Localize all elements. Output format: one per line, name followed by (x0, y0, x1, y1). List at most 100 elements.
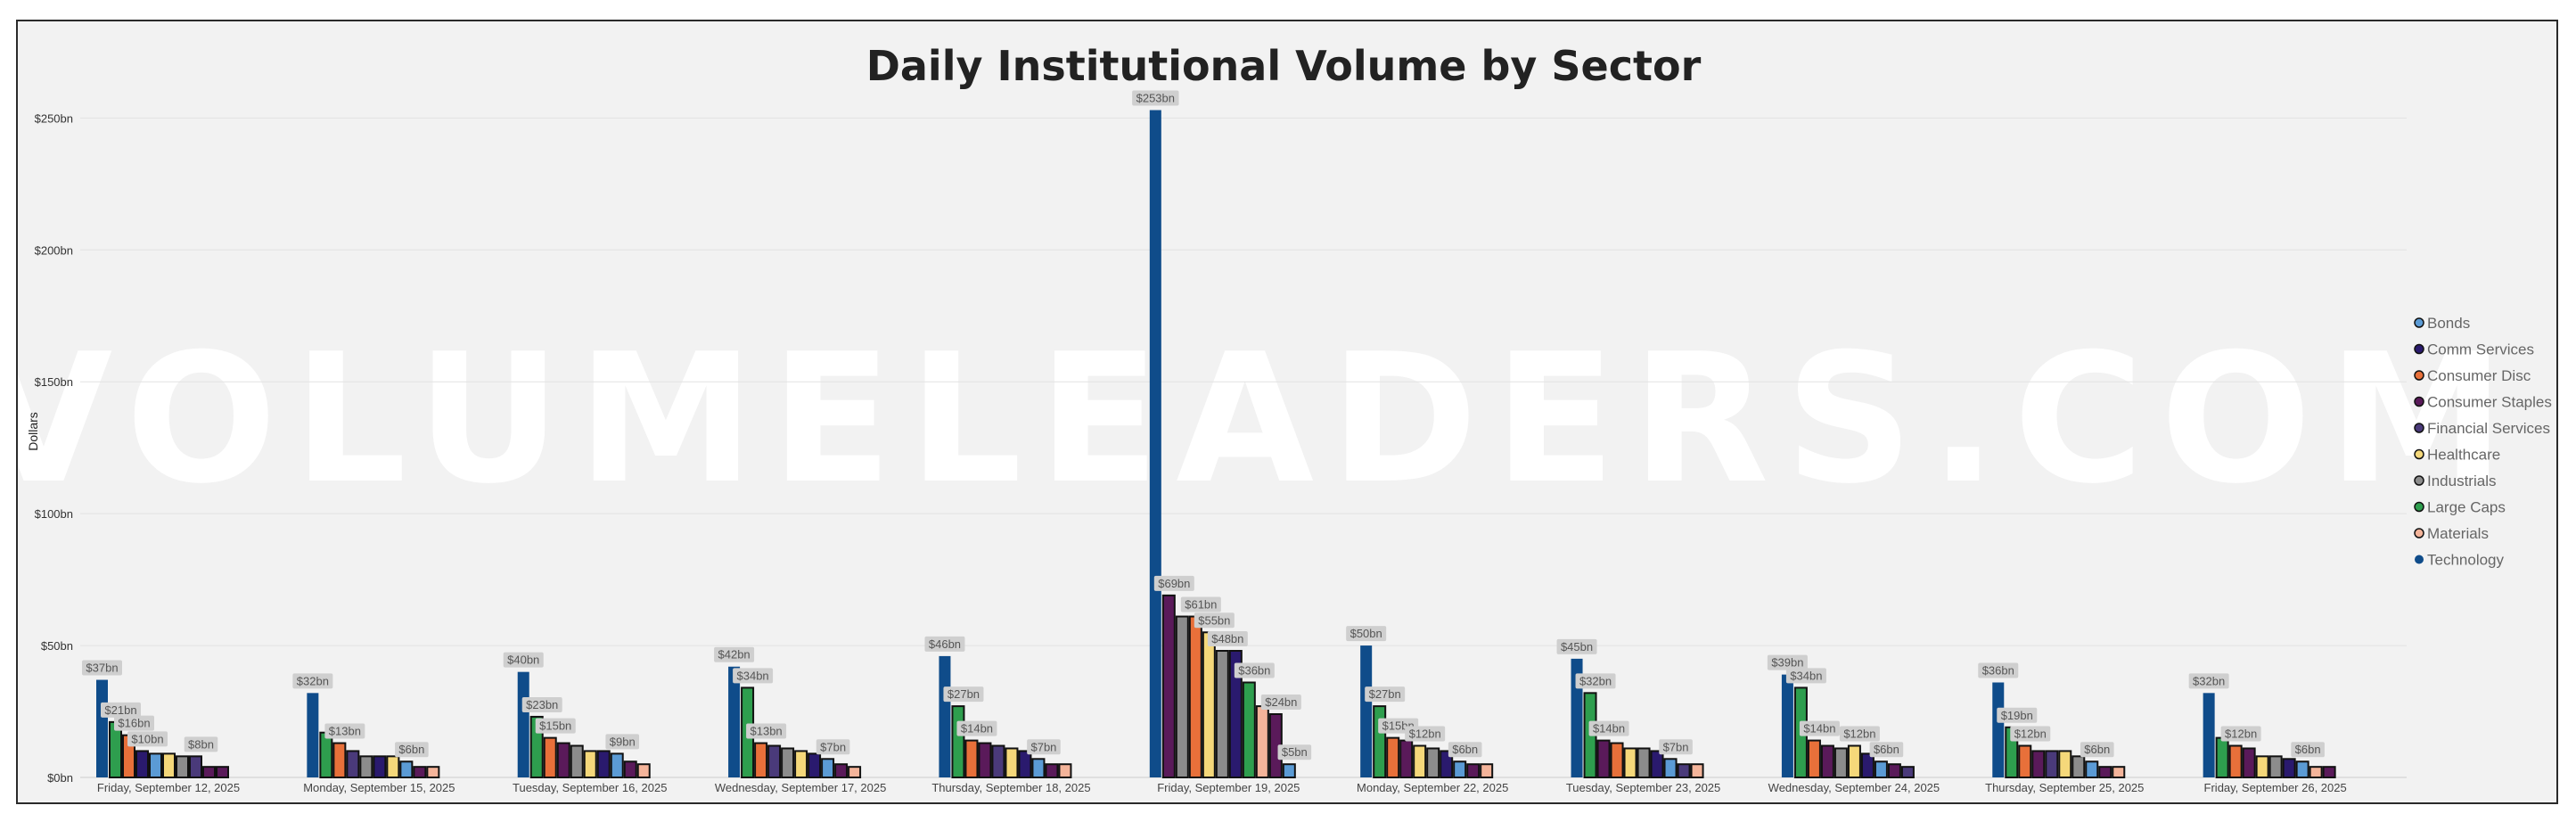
data-label: $21bn (101, 702, 141, 718)
data-label-bg (2220, 726, 2261, 742)
bar (1175, 615, 1189, 779)
data-label-bg (1132, 90, 1179, 106)
data-label-text: $50bn (1350, 627, 1382, 640)
data-label-bg (1997, 707, 2038, 723)
data-label-text: $24bn (1265, 695, 1297, 709)
data-label-text: $8bn (188, 737, 214, 751)
data-label-bg (816, 739, 850, 755)
data-label: $9bn (605, 734, 640, 750)
bar (399, 760, 414, 779)
bar (808, 752, 822, 779)
data-label-text: $7bn (820, 740, 846, 753)
legend-label: Industrials (2427, 473, 2496, 489)
data-label-text: $32bn (297, 674, 329, 687)
bar (636, 763, 651, 778)
data-label: $6bn (2291, 742, 2325, 758)
data-label-bg (2188, 673, 2229, 689)
data-labels: $37bn $21bn$16bn $10bn $8bn $32bn $13bn $6bn $4… (82, 90, 2325, 760)
data-label-text: $7bn (1663, 740, 1689, 753)
bar (2031, 750, 2046, 779)
bar (319, 731, 333, 779)
data-label: $14bn (1799, 720, 1840, 736)
bar (96, 679, 108, 777)
bar (1202, 631, 1216, 778)
bar (1228, 649, 1243, 778)
data-label-bg (292, 673, 333, 689)
bar (1453, 760, 1467, 779)
data-label-text: $46bn (929, 637, 961, 651)
bar (1900, 766, 1915, 778)
data-label-bg (1194, 612, 1235, 629)
bar (1242, 681, 1256, 778)
data-label: $6bn (1869, 742, 1904, 758)
bar (216, 766, 229, 778)
bar (2309, 766, 2323, 778)
bar (848, 766, 862, 778)
data-label-text: $14bn (1593, 722, 1625, 736)
bar (1663, 758, 1678, 779)
bar (1847, 744, 1861, 778)
data-label-text: $9bn (610, 735, 636, 748)
bar (2112, 766, 2126, 778)
bar (2255, 755, 2269, 779)
data-label-text: $7bn (1030, 740, 1056, 753)
data-label-bg (127, 731, 168, 747)
data-label: $42bn (714, 646, 755, 662)
bar (135, 750, 149, 779)
data-label-text: $12bn (2225, 727, 2257, 740)
data-label-text: $48bn (1211, 632, 1243, 645)
bar (1480, 763, 1494, 778)
bar (596, 750, 611, 779)
data-label-bg (1365, 686, 1406, 703)
data-label-text: $36bn (1982, 663, 2014, 677)
bar (821, 758, 835, 779)
data-label-text: $55bn (1198, 613, 1230, 627)
bar (1596, 739, 1611, 778)
bar (386, 755, 400, 779)
data-label-bg (1260, 694, 1301, 710)
bar (1690, 763, 1704, 778)
data-label-text: $23bn (526, 698, 558, 711)
data-label: $48bn (1207, 630, 1248, 646)
legend-item: Industrials (2414, 473, 2496, 489)
legend-item: Financial Services (2414, 420, 2550, 437)
bar (2058, 750, 2072, 779)
chart-frame: VOLUMELEADERS.COM $0bn $50bn $100bn $150bn $… (16, 20, 2558, 804)
bar (1018, 750, 1032, 779)
x-category-label: Friday, September 12, 2025 (97, 781, 240, 794)
data-label-bg (1405, 726, 1446, 742)
bar (754, 742, 768, 778)
data-label-text: $36bn (1238, 663, 1270, 677)
data-label: $6bn (395, 742, 429, 758)
bar (1373, 705, 1387, 778)
data-label: $253bn (1132, 90, 1179, 106)
data-label-text: $12bn (1409, 727, 1441, 740)
legend-swatch (2414, 343, 2424, 355)
legend-item: Technology (2415, 552, 2505, 569)
data-label-text: $12bn (1843, 727, 1875, 740)
data-label-text: $69bn (1158, 577, 1190, 590)
bar (2098, 766, 2112, 778)
bar (2085, 760, 2099, 779)
bar (543, 736, 557, 778)
bar (189, 755, 202, 779)
data-label-text: $27bn (1369, 687, 1401, 701)
bar (373, 755, 387, 779)
bar (1440, 750, 1454, 779)
data-label-text: $45bn (1561, 640, 1593, 653)
data-label-bg (1556, 638, 1597, 654)
bar (1031, 758, 1046, 779)
legend-swatch (2414, 423, 2424, 433)
data-label-text: $61bn (1185, 598, 1217, 612)
bar (2018, 744, 2032, 778)
data-label: $36bn (1234, 662, 1275, 678)
data-label: $37bn (82, 660, 122, 676)
legend-item: Healthcare (2414, 447, 2500, 464)
data-label: $14bn (956, 720, 997, 736)
bar (1255, 705, 1269, 778)
chart-title: Daily Institutional Volume by Sector (866, 42, 1702, 90)
y-tick-label: $50bn (41, 639, 73, 653)
bar (1623, 747, 1637, 778)
x-category-label: Tuesday, September 23, 2025 (1566, 781, 1720, 794)
bar (2282, 758, 2296, 779)
